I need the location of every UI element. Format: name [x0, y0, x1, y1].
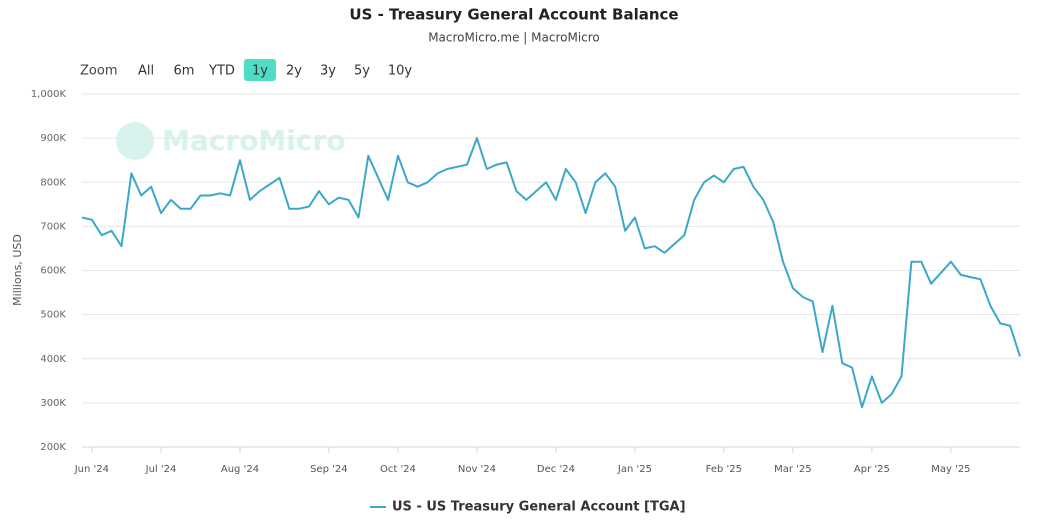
watermark-logo [116, 122, 154, 160]
range-selector: Zoom All 6m YTD 1y 2y 3y 5y 10y [80, 59, 412, 81]
zoom-label: Zoom [80, 64, 117, 79]
y-tick-label: 800K [40, 177, 66, 188]
x-tick-label: Sep '24 [310, 464, 348, 475]
zoom-button[interactable]: 2y [286, 64, 302, 79]
zoom-button-bg[interactable] [244, 59, 276, 81]
zoom-button[interactable]: 5y [354, 64, 370, 79]
zoom-button[interactable]: 3y [320, 64, 336, 79]
y-tick-label: 700K [40, 221, 66, 232]
zoom-button[interactable]: 1y [252, 64, 268, 79]
zoom-button[interactable]: 6m [174, 64, 195, 79]
y-axis-label: Millions, USD [11, 234, 24, 306]
x-tick-label: Dec '24 [537, 464, 575, 475]
x-tick-label: Feb '25 [706, 464, 742, 475]
x-tick-label: May '25 [931, 464, 970, 475]
watermark-text: MacroMicro [162, 124, 346, 157]
x-tick-label: Nov '24 [458, 464, 496, 475]
chart-title: US - Treasury General Account Balance [349, 6, 678, 24]
x-tick-label: Apr '25 [854, 464, 890, 475]
y-tick-label: 400K [40, 354, 66, 365]
x-tick-label: Jun '24 [74, 464, 109, 475]
y-tick-label: 1,000K [31, 89, 67, 100]
zoom-button[interactable]: All [138, 64, 154, 79]
y-tick-label: 300K [40, 398, 66, 409]
x-tick-label: Mar '25 [774, 464, 812, 475]
zoom-button[interactable]: 10y [388, 64, 413, 79]
chart-subtitle: MacroMicro.me | MacroMicro [428, 31, 600, 45]
x-tick-label: Jan '25 [617, 464, 652, 475]
y-tick-label: 500K [40, 310, 66, 321]
watermark: MacroMicro [116, 122, 346, 160]
x-tick-label: Oct '24 [380, 464, 416, 475]
zoom-button[interactable]: YTD [208, 64, 235, 79]
data-line [81, 137, 1021, 409]
y-tick-label: 900K [40, 133, 66, 144]
legend-label[interactable]: US - US Treasury General Account [TGA] [392, 500, 686, 515]
x-tick-label: Jul '24 [145, 464, 177, 475]
y-tick-label: 200K [40, 442, 66, 453]
x-tick-label: Aug '24 [221, 464, 259, 475]
y-tick-label: 600K [40, 266, 66, 277]
